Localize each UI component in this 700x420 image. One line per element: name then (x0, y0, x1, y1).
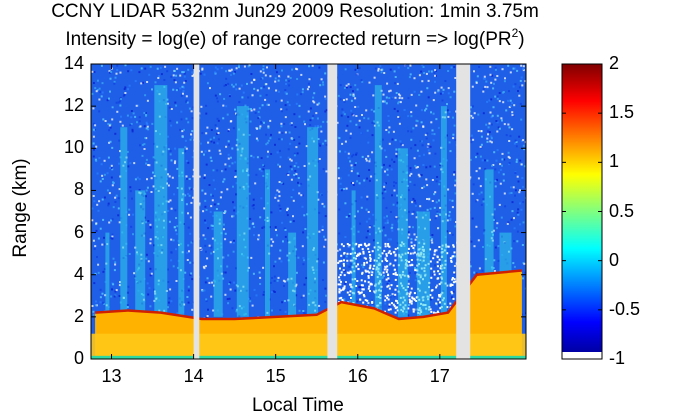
aerosol-plume (288, 232, 297, 317)
colorbar-bottom-band (562, 352, 602, 359)
near-surface-layer (91, 333, 526, 359)
heatmap-area (91, 64, 526, 359)
colorbar (562, 64, 602, 359)
y-tick-label: 6 (73, 221, 84, 242)
y-tick-label: 0 (73, 348, 84, 368)
x-tick-label: 17 (429, 366, 450, 386)
aerosol-plume (440, 106, 447, 317)
colorbar-tick-label: 2 (609, 53, 620, 73)
y-tick-label: 4 (73, 263, 84, 284)
aerosol-plume (397, 148, 408, 317)
data-gap (193, 64, 200, 359)
x-tick-label: 14 (183, 366, 204, 386)
aerosol-plume (265, 169, 270, 317)
y-tick-label: 10 (63, 137, 84, 158)
aerosol-plume (178, 148, 185, 317)
data-gap (456, 64, 471, 359)
surface-line (91, 355, 526, 359)
aerosol-plume (236, 106, 249, 317)
aerosol-plume (154, 85, 168, 317)
chart-title: CCNY LIDAR 532nm Jun29 2009 Resolution: … (51, 1, 539, 22)
colorbar-tick-label: 0 (609, 249, 620, 270)
y-tick-label: 14 (63, 53, 84, 73)
colorbar-tick-label: 1.5 (609, 102, 635, 123)
data-gap (327, 64, 338, 359)
subtitle-superscript: 2 (511, 26, 519, 40)
y-tick-label: 8 (73, 179, 84, 200)
aerosol-plume (135, 190, 146, 317)
aerosol-plume (120, 127, 128, 317)
y-tick-label: 2 (73, 305, 84, 326)
x-tick-label: 13 (101, 366, 122, 386)
aerosol-plume (416, 211, 430, 317)
x-tick-label: 15 (265, 366, 286, 386)
aerosol-plume (351, 190, 356, 317)
chart-subtitle: Intensity = log(e) of range corrected re… (0, 26, 590, 51)
aerosol-plume (307, 127, 319, 317)
plot-frame (90, 63, 527, 360)
colorbar-tick-label: 0.5 (609, 200, 635, 221)
y-tick-label: 12 (63, 95, 84, 116)
subtitle-tail: ) (518, 29, 525, 50)
aerosol-plume (374, 85, 382, 317)
colorbar-tick-label: -1 (609, 348, 626, 368)
aerosol-plume (105, 232, 110, 317)
subtitle-text: Intensity = log(e) of range corrected re… (65, 29, 512, 50)
colorbar-tick-label: -0.5 (609, 298, 641, 319)
colorbar-tick-label: 1 (609, 151, 620, 172)
aerosol-plume (484, 169, 494, 317)
x-axis-label: Local Time (252, 395, 344, 416)
axes (91, 63, 526, 360)
aerosol-plume (213, 211, 223, 317)
x-tick-label: 16 (347, 366, 368, 386)
y-axis-label: Range (km) (10, 158, 31, 258)
colorbar-ticks (562, 63, 602, 360)
